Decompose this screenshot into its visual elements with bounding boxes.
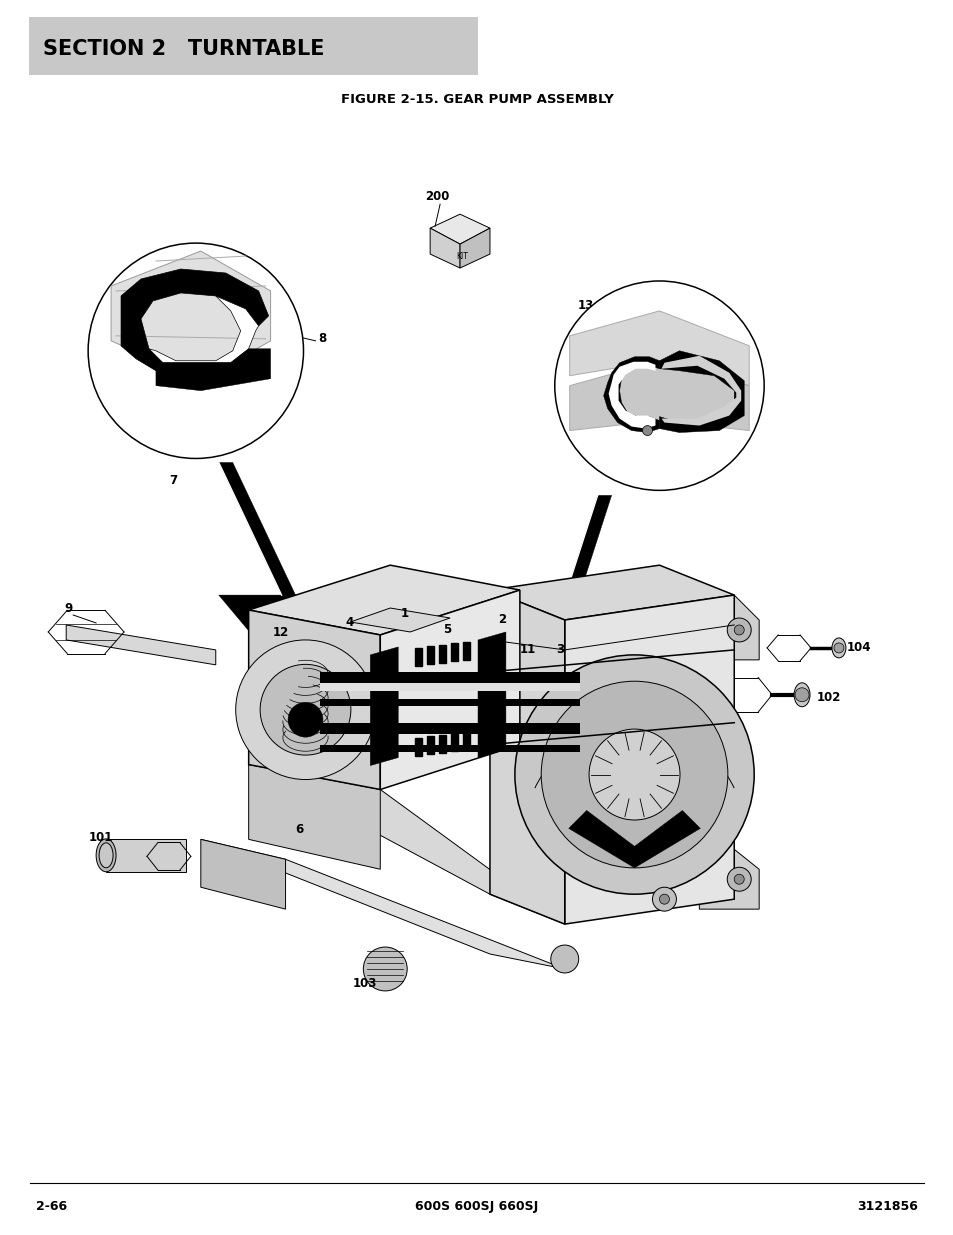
Text: 600S 600SJ 660SJ: 600S 600SJ 660SJ [415, 1199, 538, 1213]
Circle shape [734, 625, 743, 635]
Text: 102: 102 [816, 692, 841, 704]
Text: 2: 2 [497, 614, 505, 626]
Circle shape [235, 640, 375, 779]
FancyBboxPatch shape [438, 735, 446, 752]
Polygon shape [111, 251, 271, 380]
Text: 9: 9 [64, 601, 72, 615]
Polygon shape [660, 356, 740, 426]
Circle shape [726, 867, 750, 892]
Polygon shape [66, 625, 215, 664]
Text: 5: 5 [442, 624, 451, 636]
Polygon shape [699, 595, 759, 659]
Text: 101: 101 [89, 831, 113, 844]
Polygon shape [490, 566, 734, 620]
Ellipse shape [793, 683, 809, 706]
FancyBboxPatch shape [415, 648, 422, 666]
Polygon shape [200, 840, 564, 969]
Polygon shape [569, 311, 748, 385]
Polygon shape [603, 357, 659, 432]
Polygon shape [121, 269, 269, 370]
Polygon shape [370, 647, 397, 766]
Text: 200: 200 [425, 190, 449, 203]
Polygon shape [699, 850, 759, 909]
Text: FIGURE 2-15. GEAR PUMP ASSEMBLY: FIGURE 2-15. GEAR PUMP ASSEMBLY [340, 93, 613, 106]
Circle shape [726, 618, 750, 642]
FancyBboxPatch shape [320, 722, 579, 734]
Ellipse shape [96, 839, 116, 872]
FancyBboxPatch shape [320, 745, 579, 752]
Circle shape [515, 655, 754, 894]
FancyBboxPatch shape [427, 736, 434, 755]
Text: 10: 10 [659, 289, 675, 303]
FancyBboxPatch shape [427, 646, 434, 664]
Text: 104: 104 [846, 641, 870, 655]
Text: 3: 3 [556, 643, 563, 657]
Circle shape [88, 243, 303, 458]
Polygon shape [459, 228, 490, 268]
FancyBboxPatch shape [438, 645, 446, 663]
FancyBboxPatch shape [462, 642, 470, 659]
Polygon shape [350, 608, 450, 632]
Polygon shape [218, 462, 295, 595]
Polygon shape [569, 361, 748, 431]
Polygon shape [568, 810, 700, 868]
Polygon shape [490, 590, 564, 924]
Text: 11: 11 [519, 643, 536, 657]
FancyBboxPatch shape [462, 731, 470, 750]
Polygon shape [249, 764, 380, 869]
Text: 8: 8 [318, 332, 326, 346]
Polygon shape [430, 228, 459, 268]
Polygon shape [218, 595, 295, 632]
Polygon shape [149, 296, 258, 363]
Text: 4: 4 [345, 616, 354, 630]
FancyBboxPatch shape [415, 737, 422, 756]
Polygon shape [155, 348, 271, 390]
Circle shape [555, 282, 763, 490]
Polygon shape [564, 595, 734, 924]
Circle shape [652, 887, 676, 911]
Circle shape [363, 947, 407, 990]
Circle shape [260, 664, 351, 755]
Circle shape [550, 945, 578, 973]
Circle shape [833, 643, 843, 653]
Polygon shape [200, 840, 285, 909]
Text: 13: 13 [578, 299, 594, 312]
Circle shape [540, 682, 727, 868]
FancyBboxPatch shape [320, 683, 579, 690]
Polygon shape [106, 840, 186, 872]
Circle shape [794, 688, 808, 701]
Ellipse shape [99, 842, 113, 868]
Circle shape [288, 703, 323, 737]
Polygon shape [477, 632, 505, 757]
Polygon shape [608, 362, 655, 429]
Polygon shape [556, 495, 611, 625]
Circle shape [588, 729, 679, 820]
Circle shape [641, 426, 652, 436]
Text: 2-66: 2-66 [36, 1199, 68, 1213]
FancyBboxPatch shape [451, 643, 457, 662]
Text: 103: 103 [352, 977, 376, 990]
Polygon shape [544, 625, 581, 659]
Polygon shape [249, 610, 380, 789]
Text: 6: 6 [295, 823, 303, 836]
Text: 12: 12 [273, 626, 289, 640]
Text: KIT: KIT [456, 252, 468, 261]
Polygon shape [659, 351, 743, 432]
Polygon shape [249, 566, 519, 635]
Text: 3121856: 3121856 [856, 1199, 917, 1213]
Polygon shape [380, 590, 519, 789]
FancyBboxPatch shape [320, 699, 579, 705]
Text: 1: 1 [400, 606, 408, 620]
Text: 7: 7 [169, 474, 177, 487]
Text: SECTION 2   TURNTABLE: SECTION 2 TURNTABLE [43, 38, 324, 58]
Circle shape [659, 894, 669, 904]
Polygon shape [249, 764, 564, 924]
Polygon shape [430, 214, 490, 245]
FancyBboxPatch shape [30, 17, 477, 74]
Circle shape [734, 874, 743, 884]
FancyBboxPatch shape [451, 734, 457, 751]
Ellipse shape [831, 638, 845, 658]
FancyBboxPatch shape [320, 672, 579, 683]
